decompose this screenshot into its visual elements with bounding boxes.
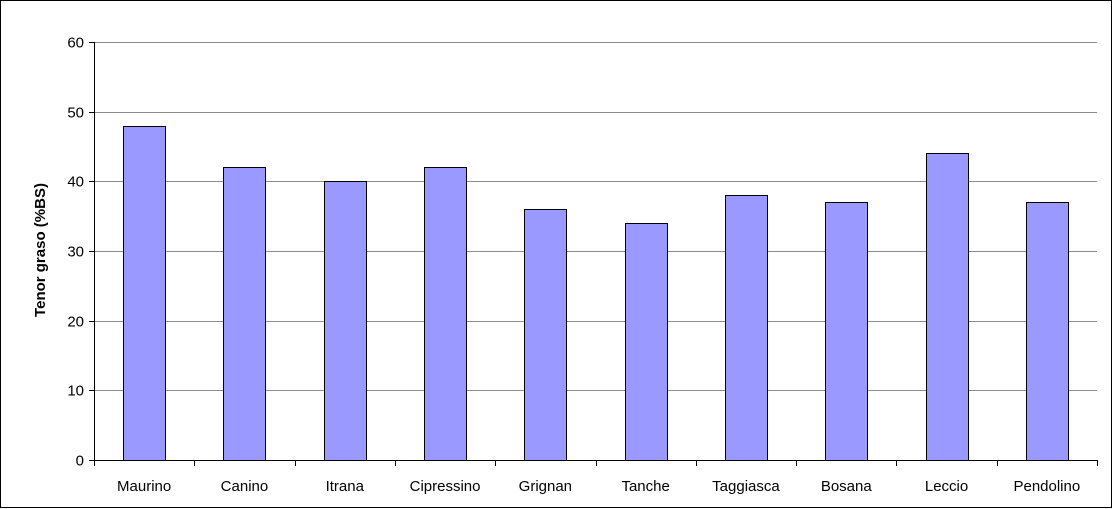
y-tick-label: 20	[67, 314, 84, 331]
x-tick-label: Cipressino	[410, 478, 481, 495]
bars	[123, 126, 1069, 461]
bar-leccio	[926, 153, 969, 461]
x-tick-labels: Maurino Canino Itrana Cipressino Grignan Tanc…	[117, 478, 1080, 495]
bar-bosana	[825, 202, 868, 461]
bar-grignan	[524, 209, 567, 461]
bar-taggiasca	[725, 195, 768, 461]
x-tick-label: Canino	[221, 478, 269, 495]
x-tick-label: Maurino	[117, 478, 171, 495]
bar-tanche	[625, 223, 668, 461]
y-tick-label: 0	[76, 453, 84, 470]
x-tick-label: Taggiasca	[712, 478, 780, 495]
axes	[89, 42, 1098, 466]
x-tick-label: Itrana	[326, 478, 365, 495]
bar-cipressino	[424, 167, 467, 461]
x-tick-label: Pendolino	[1013, 478, 1080, 495]
bar-itrana	[324, 181, 367, 461]
bar-pendolino	[1026, 202, 1069, 461]
y-tick-labels: 0 10 20 30 40 50 60	[67, 35, 84, 470]
y-tick-label: 40	[67, 174, 84, 191]
y-axis-title: Tenor graso (%BS)	[32, 183, 49, 317]
x-tick-label: Bosana	[821, 478, 873, 495]
x-tick-label: Tanche	[621, 478, 669, 495]
y-tick-label: 30	[67, 244, 84, 261]
y-tick-label: 50	[67, 105, 84, 122]
y-tick-label: 10	[67, 383, 84, 400]
x-tick-label: Leccio	[925, 478, 968, 495]
bar-maurino	[123, 126, 166, 461]
x-tick-label: Grignan	[519, 478, 572, 495]
y-tick-label: 60	[67, 35, 84, 52]
bar-canino	[223, 167, 266, 461]
